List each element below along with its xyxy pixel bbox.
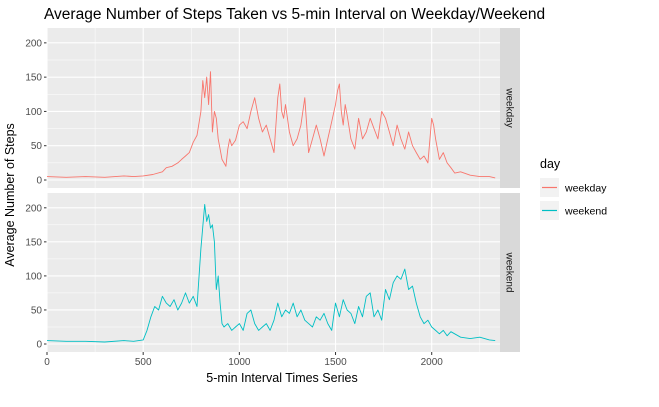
panel-background-weekend xyxy=(47,193,500,352)
y-tick-label: 150 xyxy=(25,73,42,84)
panel-weekend: 0 50 100 150 200 weekend xyxy=(25,193,520,352)
y-tick-label: 0 xyxy=(36,340,42,351)
x-tick-label: 500 xyxy=(135,357,152,368)
panel-weekday: 0 50 100 150 200 weekday xyxy=(25,28,520,188)
x-tick-label: 2000 xyxy=(421,357,444,368)
x-tick-label: 1000 xyxy=(228,357,251,368)
x-axis-label: 5-min Interval Times Series xyxy=(206,371,357,385)
chart-title: Average Number of Steps Taken vs 5-min I… xyxy=(44,6,545,23)
legend: day weekday weekend xyxy=(540,157,607,220)
facet-strip-label-weekday: weekday xyxy=(504,87,515,127)
y-tick-label: 50 xyxy=(31,305,43,316)
x-axis-ticks: 0 500 1000 1500 2000 xyxy=(44,352,443,368)
facet-panels: 0 50 100 150 200 weekday 0 50 100 150 200 weekend xyxy=(25,28,520,352)
x-tick-label: 1500 xyxy=(324,357,347,368)
y-tick-label: 50 xyxy=(31,141,43,152)
x-tick-label: 0 xyxy=(44,357,50,368)
series-line-weekend xyxy=(46,203,496,343)
y-axis-label: Average Number of Steps xyxy=(3,123,17,267)
legend-label-weekday: weekday xyxy=(564,183,607,195)
series-line-weekday xyxy=(46,71,496,179)
facet-strip-weekday xyxy=(500,28,520,188)
legend-title: day xyxy=(540,157,561,171)
facet-strip-label-weekend: weekend xyxy=(504,251,515,292)
y-tick-label: 0 xyxy=(36,176,42,187)
y-tick-label: 150 xyxy=(25,237,42,248)
y-tick-label: 200 xyxy=(25,38,42,49)
y-tick-label: 100 xyxy=(25,107,42,118)
legend-label-weekend: weekend xyxy=(564,206,607,218)
y-tick-label: 200 xyxy=(25,203,42,214)
y-tick-label: 100 xyxy=(25,271,42,282)
facet-strip-weekend xyxy=(500,193,520,352)
panel-background-weekday xyxy=(47,28,500,188)
